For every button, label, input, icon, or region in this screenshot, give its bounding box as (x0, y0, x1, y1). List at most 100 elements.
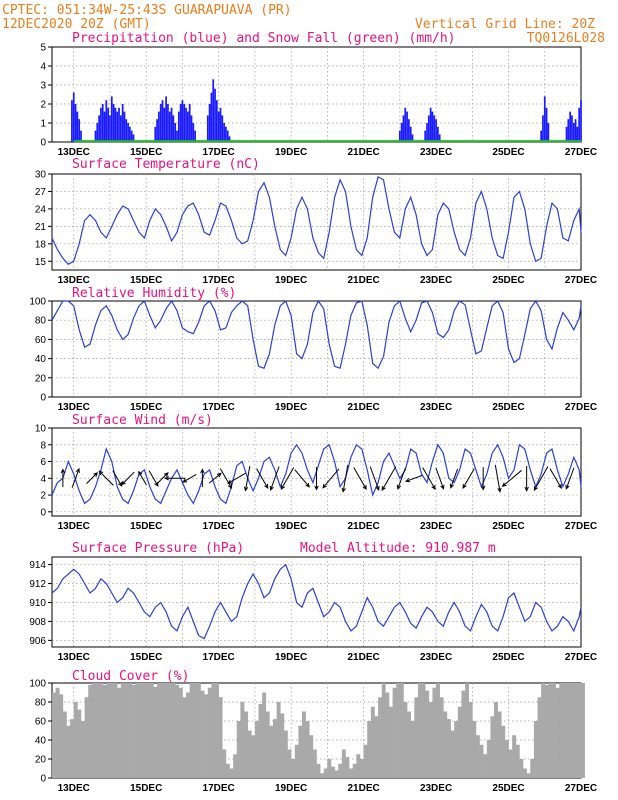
cloud-bar (490, 716, 495, 778)
precip-x-tick-label: 13DEC (58, 147, 90, 158)
cloud-bar (421, 683, 426, 778)
cloud-bar (399, 683, 404, 778)
cloud-bar (196, 683, 201, 778)
cloud-bar (128, 683, 133, 778)
cloud-bar (396, 683, 401, 778)
wind-arrow (294, 469, 310, 488)
precip-bar (107, 107, 110, 142)
wind-arrow (164, 476, 186, 481)
wind-arrow-head (138, 470, 143, 476)
wind-arrow (269, 466, 280, 492)
wind-arrow (435, 467, 445, 490)
cloud-y-tick-label: 0 (40, 774, 46, 785)
cloud-bar (566, 683, 571, 778)
precip-frame (51, 46, 582, 143)
precip-bar (187, 111, 189, 142)
cloud-bar (504, 740, 509, 778)
pressure-x-tick-label: 15DEC (130, 652, 162, 663)
precip-bar (132, 134, 135, 142)
precip-bar (404, 107, 407, 142)
cloud-bar (77, 709, 82, 778)
wind-arrow (549, 468, 562, 489)
precip-bar (123, 111, 126, 142)
cloud-y-tick-label: 60 (35, 717, 47, 728)
wind-y-tick-label: 6 (40, 457, 46, 468)
wind-arrow-shaft (156, 472, 169, 485)
precip-y-tick-label: 0 (40, 138, 46, 149)
wind-arrow (219, 468, 233, 489)
cloud-bar (425, 690, 430, 778)
precip-bar (402, 115, 405, 142)
cloud-bar (189, 683, 194, 778)
wind-arrow (200, 468, 205, 488)
cloud-bar (349, 768, 354, 778)
temperature-y-tick-label: 27 (35, 187, 47, 198)
cloud-x-tick-label: 15DEC (130, 783, 162, 794)
precip-bar (194, 130, 196, 142)
precip-bar (408, 119, 410, 142)
precip-bar (576, 126, 579, 142)
temperature-y-tick-label: 21 (35, 222, 47, 233)
wind-arrow-shaft (405, 474, 423, 482)
pressure-y-tick-label: 912 (29, 579, 46, 590)
precip-bar (547, 123, 550, 142)
cloud-bar (66, 725, 71, 778)
wind-arrow-head (449, 483, 454, 489)
wind-arrow-shaft (86, 472, 98, 485)
precip-bar (406, 111, 408, 142)
wind-arrow (404, 474, 423, 483)
precip-bar (206, 115, 209, 142)
precip-bar (118, 107, 120, 142)
precip-panel: 13DEC 15DEC 17DEC 19DEC 21DEC 23DEC 25DEC 27DEC… (40, 43, 597, 159)
wind-arrow-shaft (549, 468, 562, 489)
wind-arrow (86, 472, 99, 485)
wind-arrow-shaft (294, 469, 310, 488)
cloud-bar (581, 683, 585, 778)
cloud-bar (446, 719, 451, 778)
precip-bar (130, 130, 133, 142)
precip-bar (400, 123, 403, 142)
humidity-panel: 13DEC 15DEC 17DEC 19DEC 21DEC 23DEC 25DEC 27DEC… (29, 297, 597, 414)
cloud-bar (323, 768, 328, 778)
run-id: TQ0126L028 (527, 31, 605, 46)
cloud-bar (428, 702, 433, 778)
cloud-bar (407, 711, 412, 778)
cloud-bar (472, 721, 477, 778)
precip-bar (96, 123, 99, 142)
cloud-bar (80, 721, 85, 778)
cloud-bar (84, 697, 89, 778)
wind-arrow-head (227, 483, 233, 489)
precip-bar (185, 107, 187, 142)
cloud-bar (229, 768, 234, 778)
cloud-bar (345, 757, 350, 778)
cloud-bar (149, 683, 154, 778)
wind-arrow (280, 467, 295, 491)
wind-y-tick-label: 8 (40, 440, 46, 451)
precip-bar (226, 130, 229, 142)
humidity-y-tick-label: 100 (29, 297, 46, 308)
precip-bar (158, 111, 160, 142)
cloud-bar (269, 725, 274, 778)
cloud-bar (479, 744, 484, 778)
wind-arrow-shaft (148, 470, 159, 487)
cloud-bar (533, 721, 538, 778)
precip-y-tick-label: 2 (40, 100, 46, 111)
wind-arrow (501, 469, 522, 487)
cloud-bar (294, 744, 299, 778)
precip-bar (208, 104, 211, 142)
cloud-bar (88, 684, 93, 778)
cloud-bar (236, 721, 241, 778)
humidity-x-tick-label: 27DEC (565, 402, 597, 413)
precip-bar (161, 100, 164, 142)
temperature-y-tick-label: 24 (35, 204, 47, 215)
cloud-bar (523, 768, 527, 778)
precip-bar (129, 126, 131, 142)
cloud-bar (305, 721, 310, 778)
wind-x-tick-label: 13DEC (58, 521, 90, 532)
cloud-bar (461, 690, 466, 778)
wind-arrow (208, 472, 222, 484)
cloud-bar (204, 694, 209, 778)
cloud-bar (276, 702, 281, 778)
cloud-bar (138, 683, 143, 778)
cloud-bar (131, 684, 136, 778)
